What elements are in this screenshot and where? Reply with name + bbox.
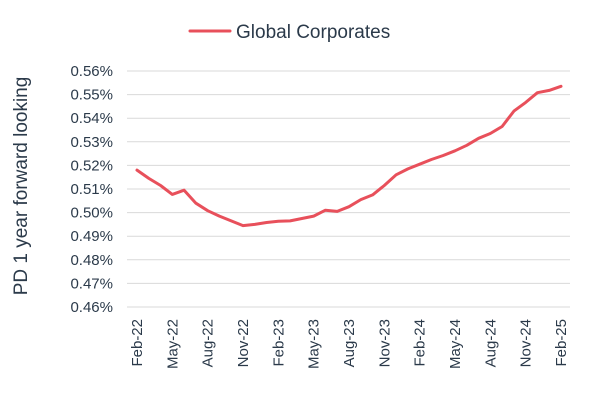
series-line [135, 84, 563, 228]
x-tick-label: Feb-22 [129, 319, 146, 367]
y-tick-label: 0.47% [70, 275, 113, 292]
y-tick-label: 0.46% [70, 299, 113, 316]
x-axis-ticks: Feb-22 May-22 Aug-22 Nov-22 Feb-23 May-23 Aug-… [129, 319, 570, 369]
x-tick-label: Feb-24 [412, 319, 429, 367]
y-tick-label: 0.48% [70, 252, 113, 269]
x-tick-label: Feb-25 [553, 319, 570, 367]
y-axis-ticks: 0.46% 0.47% 0.48% 0.49% 0.50% 0.51% 0.52% 0.53%… [70, 63, 113, 316]
y-tick-label: 0.55% [70, 87, 113, 104]
x-tick-label: May-23 [306, 319, 323, 369]
y-tick-label: 0.54% [70, 110, 113, 127]
y-tick-label: 0.56% [70, 63, 113, 80]
x-tick-label: Aug-24 [482, 319, 499, 367]
legend: Global Corporates [188, 22, 390, 43]
legend-label: Global Corporates [236, 22, 390, 43]
x-tick-label: May-24 [447, 319, 464, 369]
x-tick-label: Nov-22 [235, 319, 252, 367]
x-tick-label: Aug-22 [200, 319, 217, 367]
x-tick-label: Feb-23 [270, 319, 287, 367]
x-tick-label: Nov-23 [376, 319, 393, 367]
y-tick-label: 0.52% [70, 157, 113, 174]
y-tick-label: 0.50% [70, 205, 113, 222]
y-tick-label: 0.51% [70, 181, 113, 198]
x-tick-label: May-22 [164, 319, 181, 369]
y-tick-label: 0.53% [70, 134, 113, 151]
x-tick-label: Nov-24 [518, 319, 535, 367]
series-layer [135, 84, 563, 228]
gridlines [127, 70, 570, 308]
y-tick-label: 0.49% [70, 228, 113, 245]
x-tick-label: Aug-23 [341, 319, 358, 367]
y-axis-label: PD 1 year forward looking [11, 77, 32, 296]
